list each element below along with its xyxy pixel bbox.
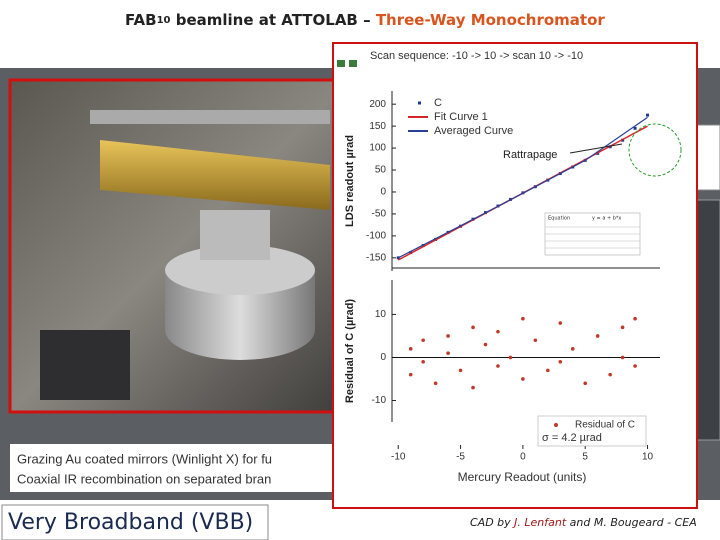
residual-point [508,355,513,360]
y-tick-label: 150 [369,121,386,132]
residual-point [583,381,588,386]
annotation: Rattrapage [503,149,557,161]
residual-point [595,334,600,338]
x-axis-label: Mercury Readout (units) [458,470,587,484]
residual-point [446,351,450,355]
residual-point [483,342,488,347]
residual-point [496,364,500,368]
residual-point [496,329,500,334]
residual-point [570,347,575,351]
legend-label: Residual of C [575,420,635,431]
residual-point [633,364,637,368]
title-accent: Three-Way Monochromator [376,11,606,29]
credit-name: J. Lenfant [512,516,567,529]
legend-label: Averaged Curve [434,125,513,137]
residual-point [620,325,625,330]
residual-point [620,355,625,360]
residual-point [546,368,550,373]
y-tick-label: -100 [366,231,386,242]
y-tick-label: -10 [372,395,387,406]
residual-point [608,372,612,377]
legend-box [537,415,647,447]
residual-point [533,338,538,343]
footer: Very Broadband (VBB) [8,510,253,535]
y-tick-label: 0 [380,187,386,198]
residual-point [408,372,413,377]
title-rest: beamline at ATTOLAB – [171,11,376,29]
point [633,126,637,130]
residual-point [421,338,425,343]
caption-line: Grazing Au coated mirrors (Winlight X) f… [17,451,272,466]
residual-point [421,359,425,364]
credit-text: CAD by [470,516,514,529]
x-tick-label: 5 [582,452,588,463]
y-tick-label: 10 [375,309,387,320]
residual-point [446,334,450,338]
caption-box [10,444,350,492]
credit-text: and M. Bougeard - CEA [566,516,697,529]
residual-point [408,347,413,351]
highlight-circle [628,123,682,177]
photo [8,78,352,414]
footer-box [1,504,269,540]
annotation: σ = 4.2 µrad [542,432,602,444]
scan-sequence: Scan sequence: -10 -> 10 -> scan 10 -> -… [370,50,583,62]
curve [397,116,648,259]
residual-point [433,381,438,386]
legend-marker [418,101,421,105]
residual-point [471,385,475,390]
residual-point [458,368,463,373]
y-axis-label: Residual of C (µrad) [344,299,356,403]
legend-marker [554,423,558,427]
residual-point [558,359,563,364]
table-cell: Equation [548,216,570,222]
title: FAB10 beamline at ATTOLAB – Three-Way Mo… [125,11,605,29]
residual-point [633,316,637,321]
y-tick-label: -50 [372,209,387,220]
caption-line: Coaxial IR recombination on separated br… [17,471,271,486]
y-tick-label: 200 [369,99,386,110]
table-cell: y = a + b*x [592,216,621,222]
y-tick-label: 50 [375,165,387,176]
legend-label: C [434,97,442,109]
point [646,113,650,117]
legend-label: Fit Curve 1 [434,111,488,123]
x-tick-label: 0 [520,452,526,463]
title-main: FAB [125,11,157,29]
y-axis-label: LDS readout µrad [344,135,356,227]
residual-point [558,321,563,325]
cad-box [696,124,720,191]
arrow [569,143,623,154]
y-tick-label: -150 [366,252,386,263]
title-sub: 10 [157,15,171,26]
x-tick-label: -5 [456,452,465,463]
y-tick-label: 0 [380,352,386,363]
cad-box [696,199,720,441]
credit: CAD by J. Lenfant and M. Bougeard - CEA [470,516,697,529]
x-tick-label: -10 [391,452,406,463]
x-tick-label: 10 [642,452,654,463]
y-tick-label: 100 [369,143,386,154]
residual-point [471,325,475,330]
residual-point [521,316,525,321]
residual-point [521,377,525,381]
